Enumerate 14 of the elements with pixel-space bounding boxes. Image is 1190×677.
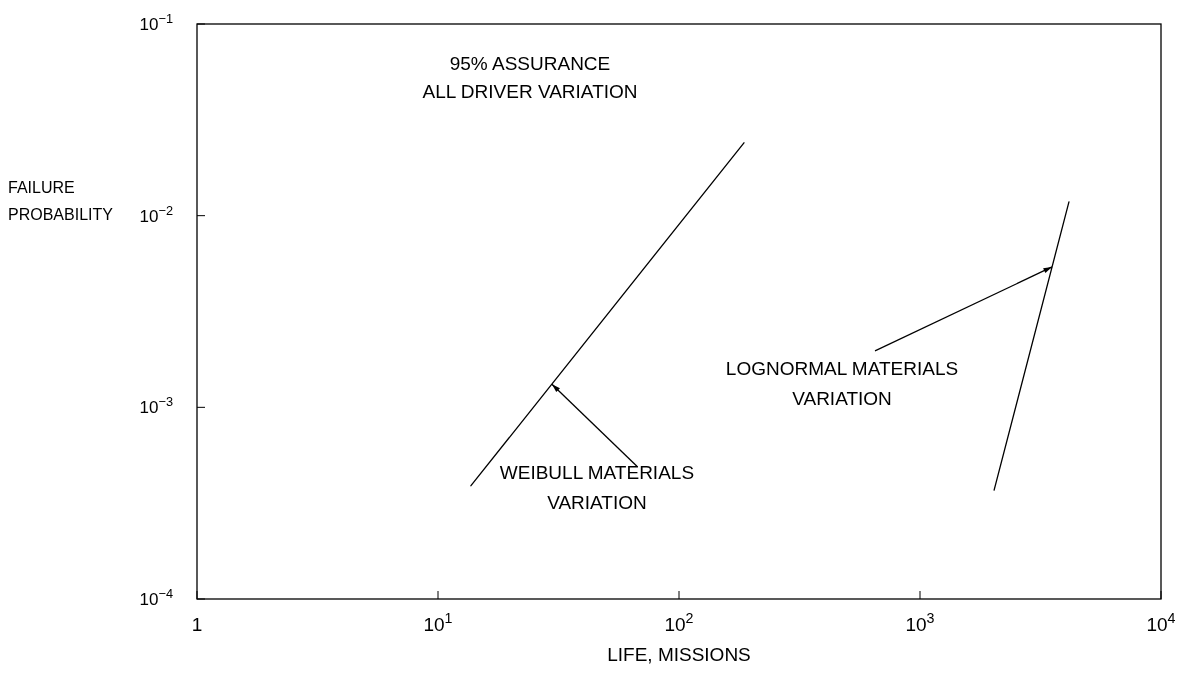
- y-tick-label: 10$^{−3}$: [139, 393, 173, 418]
- y-tick-label: 10$^{−2}$: [139, 202, 173, 226]
- annotation: LOGNORMAL MATERIALS VARIATION: [725, 357, 959, 409]
- x-tick-label: 10$^{1}$: [423, 610, 453, 635]
- annotation: WEIBULL MATERIALS VARIATION: [499, 462, 695, 514]
- y-tick-label: 10$^{−1}$: [139, 10, 173, 34]
- x-tick-label: 10$^{3}$: [905, 610, 935, 635]
- x-axis-title: LIFE, MISSIONS: [607, 644, 751, 665]
- x-tick-label: 10$^{4}$: [1146, 610, 1176, 635]
- y-tick-label: 10$^{−4}$: [139, 585, 173, 609]
- x-tick-label: 1: [191, 614, 203, 635]
- x-tick-label: 10$^{2}$: [664, 610, 694, 635]
- text: 95% ASSURANCE ALL DRIVER VARIATION: [422, 53, 638, 102]
- y-axis-title: FAILURE PROBABILITY: [8, 179, 114, 223]
